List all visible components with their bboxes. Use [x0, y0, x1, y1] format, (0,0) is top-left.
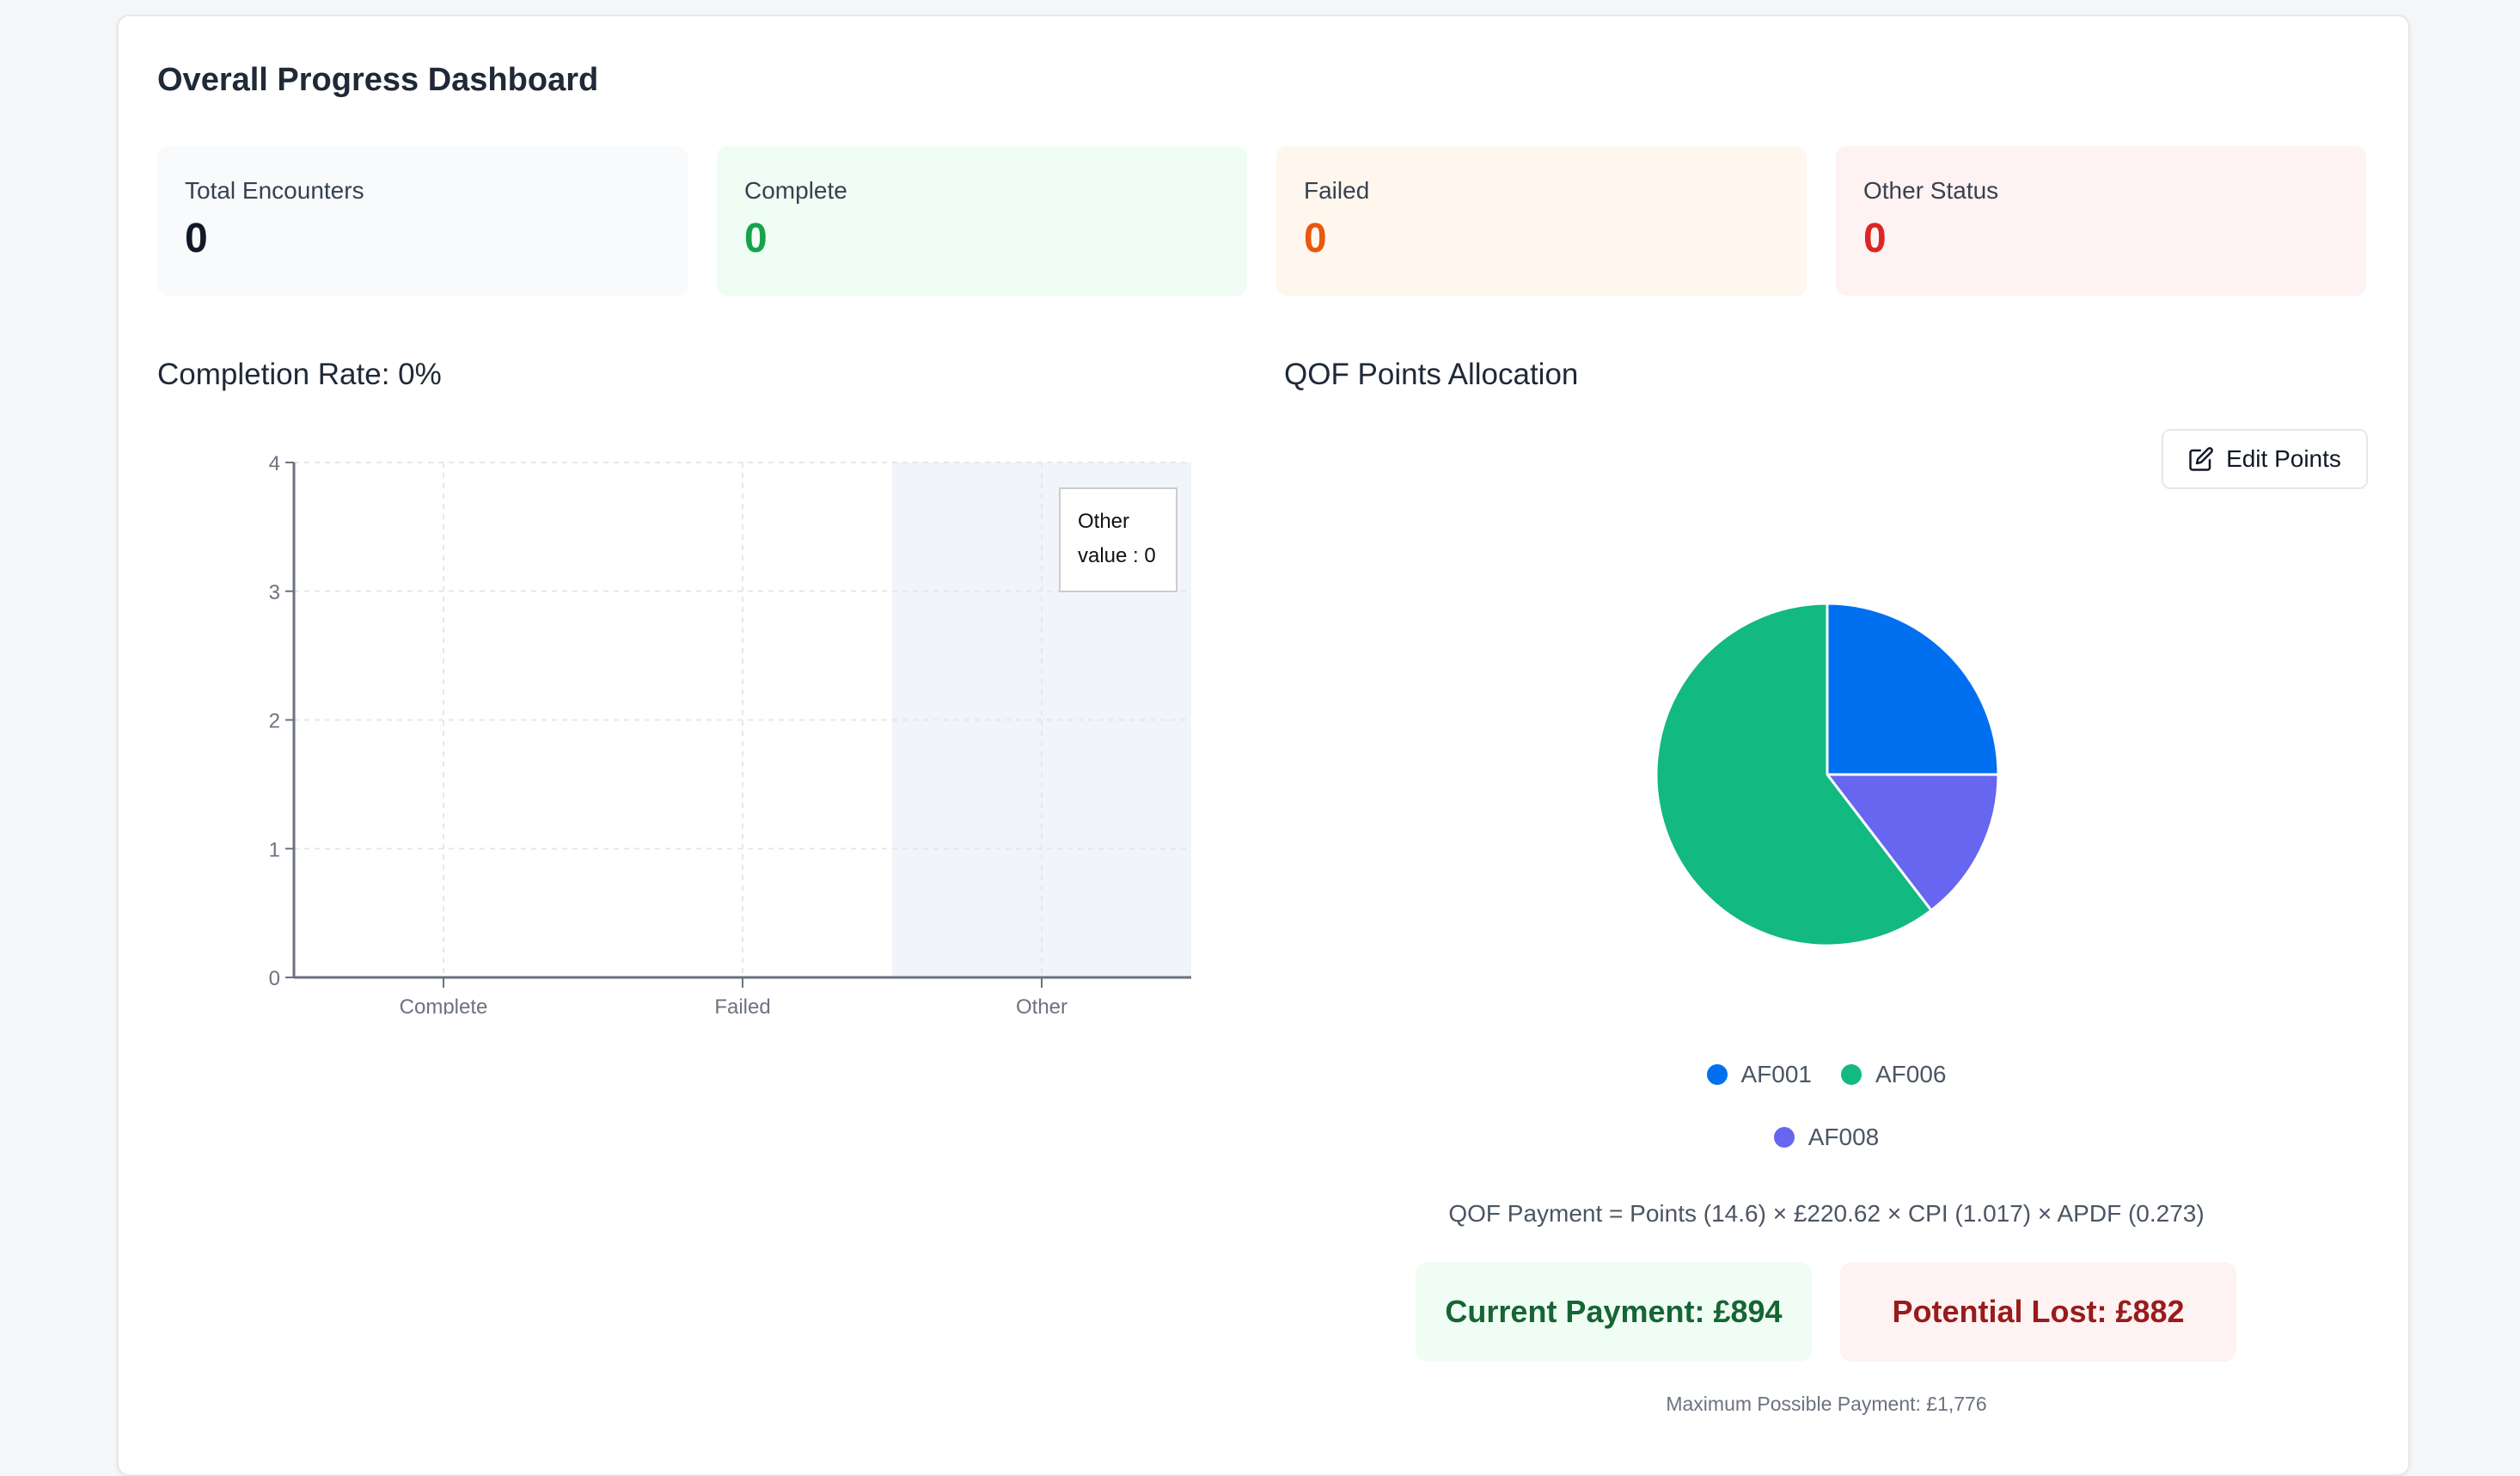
- legend-dot: [1706, 1064, 1728, 1085]
- x-tick-label: Failed: [714, 995, 770, 1014]
- legend-label: AF008: [1807, 1124, 1880, 1150]
- x-tick-label: Other: [1016, 995, 1067, 1014]
- stat-label: Complete: [744, 177, 847, 204]
- stat-value: 0: [1863, 216, 1887, 261]
- edit-icon: [2189, 447, 2213, 471]
- stat-card: Other Status 0: [1836, 146, 2366, 296]
- pie-slice-af006: [1655, 602, 1934, 947]
- x-tick-label: Complete: [400, 995, 488, 1014]
- legend-label: AF006: [1875, 1061, 1947, 1087]
- qof-title: QOF Points Allocation: [1284, 358, 1579, 391]
- stat-value: 0: [185, 216, 208, 261]
- legend-item-af008[interactable]: AF008: [1773, 1124, 1880, 1151]
- y-tick-label: 4: [269, 452, 280, 475]
- legend-item-af001[interactable]: AF001: [1706, 1061, 1813, 1088]
- completion-rate-title: Completion Rate: 0%: [157, 358, 442, 391]
- pie-slice-af008: [1824, 773, 2000, 913]
- stat-label: Other Status: [1863, 177, 1999, 204]
- y-tick-label: 3: [269, 581, 280, 604]
- stat-value: 0: [744, 216, 768, 261]
- y-tick-label: 0: [269, 967, 280, 990]
- pie-legend-row-1: AF001 AF006: [1289, 1061, 2364, 1088]
- y-tick-label: 2: [269, 710, 280, 733]
- stat-label: Failed: [1304, 177, 1370, 204]
- page-title: Overall Progress Dashboard: [157, 62, 599, 98]
- completion-bar-chart: 0 1 2 3 4 Complete Failed Other Other value : 0: [269, 452, 1191, 1014]
- edit-points-label: Edit Points: [2226, 445, 2341, 472]
- legend-dot: [1841, 1064, 1862, 1085]
- stat-value: 0: [1304, 216, 1327, 261]
- potential-lost: Potential Lost: £882: [1840, 1262, 2236, 1362]
- qof-formula: QOF Payment = Points (14.6) × £220.62 × …: [1448, 1200, 2205, 1227]
- stat-card: Complete 0: [717, 146, 1247, 296]
- tooltip-value: value : 0: [1078, 544, 1156, 567]
- max-payment: Maximum Possible Payment: £1,776: [1666, 1393, 1987, 1415]
- qof-pie-chart: [1655, 602, 2000, 947]
- stat-card: Failed 0: [1276, 146, 1807, 296]
- edit-points-button[interactable]: Edit Points: [2162, 429, 2368, 489]
- pie-legend-row-2: AF008: [1289, 1124, 2364, 1151]
- pie-slice-af001: [1826, 602, 2000, 776]
- legend-item-af006[interactable]: AF006: [1841, 1061, 1947, 1088]
- stat-card: Total Encounters 0: [157, 146, 688, 296]
- legend-dot: [1773, 1127, 1795, 1148]
- y-tick-label: 1: [269, 838, 280, 861]
- legend-label: AF001: [1740, 1061, 1813, 1087]
- stat-label: Total Encounters: [185, 177, 364, 204]
- current-payment: Current Payment: £894: [1416, 1262, 1812, 1362]
- tooltip-label: Other: [1078, 510, 1129, 533]
- tooltip: Other value : 0: [1059, 487, 1177, 592]
